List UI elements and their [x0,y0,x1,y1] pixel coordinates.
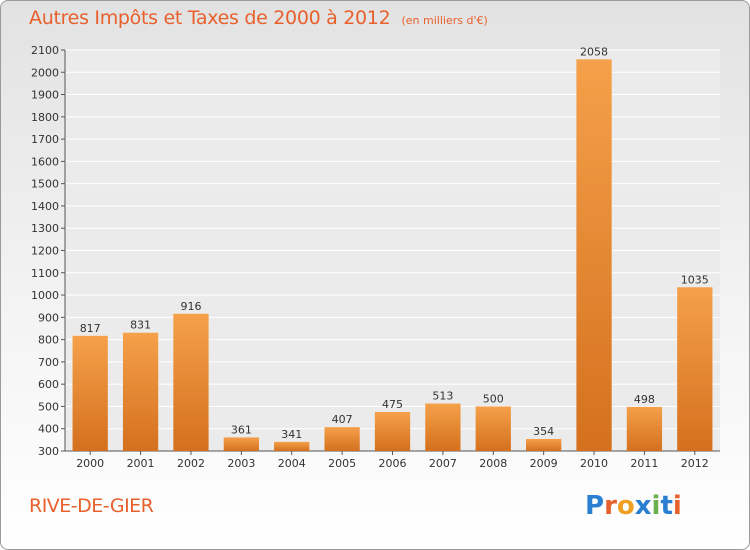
y-tick-label: 800 [38,334,59,347]
bar-2007 [425,403,461,451]
value-label-2005: 407 [332,413,353,426]
bar-2012 [677,287,713,451]
logo-letter: i [672,491,682,521]
city-name: RIVE-DE-GIER [29,495,154,517]
bar-2002 [173,313,209,451]
bar-2005 [324,427,360,451]
y-tick-label: 2100 [31,44,59,57]
bar-2003 [223,437,259,451]
x-tick-label-2004: 2004 [278,457,306,470]
y-tick-label: 2000 [31,66,59,79]
y-tick-label: 1400 [31,200,59,213]
y-tick-label: 900 [38,311,59,324]
bar-2001 [122,332,159,451]
logo-letter: P [585,491,605,521]
value-label-2000: 817 [80,322,101,335]
y-tick-label: 1300 [31,222,59,235]
x-tick-label-2001: 2001 [127,457,155,470]
bar-2008 [475,406,511,451]
chart-subtitle: (en milliers d'€) [401,14,488,27]
bar-2000 [72,335,108,451]
y-tick-label: 1700 [31,133,59,146]
logo-letter: r [604,491,617,521]
value-label-2008: 500 [483,392,504,405]
value-label-2009: 354 [533,425,554,438]
chart-title: Autres Impôts et Taxes de 2000 à 2012 [29,7,391,29]
y-tick-label: 1000 [31,289,59,302]
x-tick-label-2005: 2005 [328,457,356,470]
value-label-2010: 2058 [580,45,608,58]
y-tick-label: 1900 [31,89,59,102]
value-label-2001: 831 [130,319,151,332]
logo-letter: t [660,491,673,521]
value-label-2012: 1035 [681,273,709,286]
bar-2004 [274,441,310,451]
logo-letter: x [634,491,652,521]
value-label-2004: 341 [281,428,302,441]
y-tick-label: 1800 [31,111,59,124]
x-tick-label-2009: 2009 [530,457,558,470]
y-tick-label: 1500 [31,178,59,191]
bar-2011 [626,406,663,451]
value-label-2003: 361 [231,423,252,436]
x-tick-label-2007: 2007 [429,457,457,470]
value-label-2006: 475 [382,398,403,411]
value-label-2007: 513 [432,390,453,403]
x-tick-label-2011: 2011 [630,457,658,470]
bar-2006 [374,412,411,451]
x-tick-label-2008: 2008 [479,457,507,470]
logo-letter: i [651,491,661,521]
x-tick-label-2010: 2010 [580,457,608,470]
y-tick-label: 700 [38,356,59,369]
y-tick-label: 1600 [31,155,59,168]
x-tick-label-2006: 2006 [379,457,407,470]
y-tick-label: 1200 [31,245,59,258]
bar-2010 [576,59,612,452]
y-tick-label: 300 [38,445,59,458]
x-tick-label-2002: 2002 [177,457,205,470]
x-tick-label-2000: 2000 [76,457,104,470]
x-tick-label-2003: 2003 [227,457,255,470]
y-tick-label: 400 [38,423,59,436]
value-label-2011: 498 [634,393,655,406]
x-tick-label-2012: 2012 [681,457,709,470]
proxiti-logo[interactable]: Proxiti [585,491,682,521]
y-tick-label: 1100 [31,267,59,280]
title-row: Autres Impôts et Taxes de 2000 à 2012 (e… [29,7,488,29]
logo-letter: o [616,491,635,521]
value-label-2002: 916 [180,300,201,313]
y-tick-label: 500 [38,400,59,413]
bar-2009 [526,438,562,451]
y-tick-label: 600 [38,378,59,391]
